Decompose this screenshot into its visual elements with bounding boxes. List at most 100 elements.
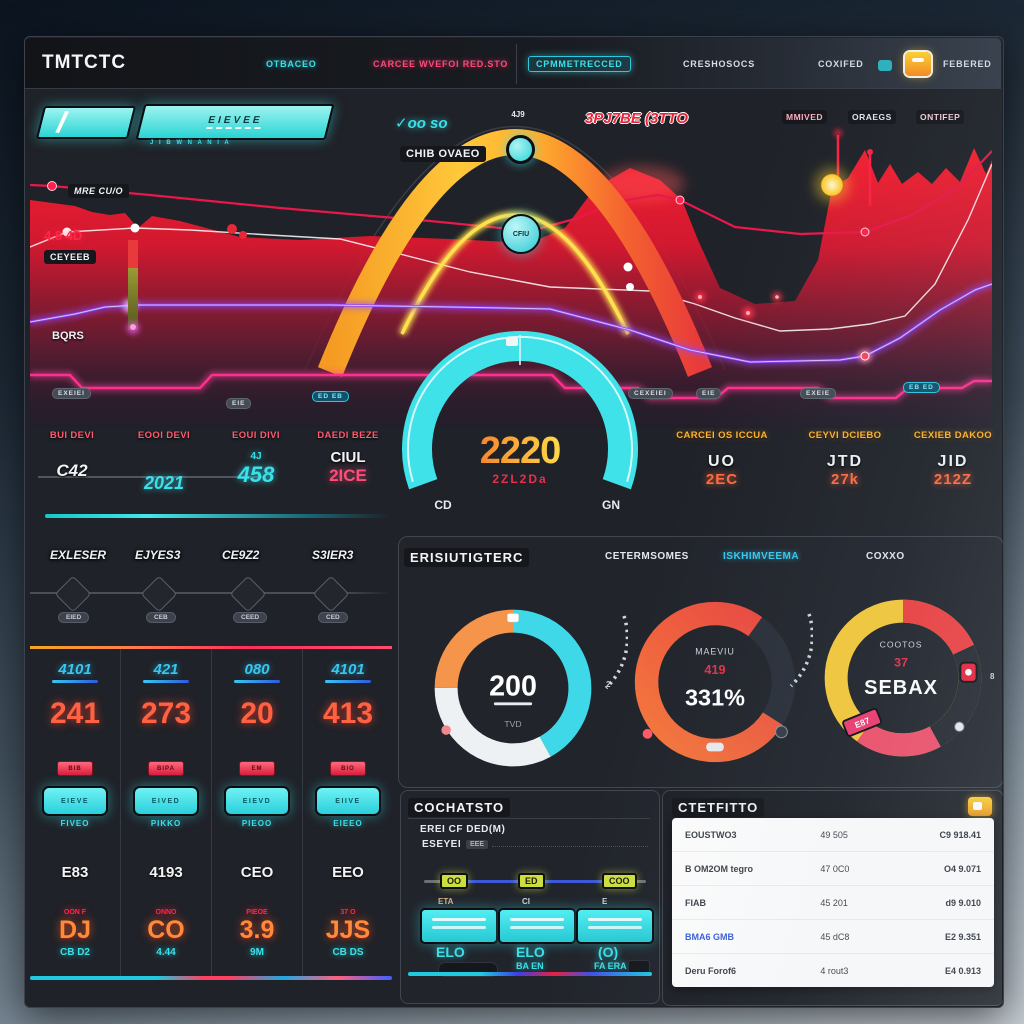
stat-card-6: CEYVI DCIEBO JTD 27k	[790, 430, 900, 488]
column-button-sub: PIKKO	[150, 819, 182, 828]
slider-handle-3[interactable]: COO	[602, 873, 637, 889]
column-mid-value: CEO	[240, 864, 274, 881]
column-action-button[interactable]: EIVED	[133, 786, 199, 816]
slider-handle-2[interactable]: ED	[518, 873, 545, 889]
controls-rule-1	[408, 818, 650, 819]
report-cell: EOUSTWO3	[685, 829, 737, 840]
crimson-line-markers	[47, 181, 870, 237]
gauge-min-tick: CD	[434, 498, 452, 512]
report-cell: 45 201	[820, 897, 848, 908]
column-header: 4101	[331, 661, 365, 678]
column-button-sub: EIEEO	[333, 819, 363, 828]
column-action-button[interactable]: EIEVD	[224, 786, 290, 816]
stat-rule	[38, 476, 262, 478]
column-bottom-value: JJS	[325, 916, 371, 944]
coin-glyph-icon	[973, 802, 982, 810]
red-metric-value: 4.8 4D	[44, 228, 83, 243]
report-cell: O4 9.071	[943, 863, 981, 874]
arc-ball-marker[interactable]: CFIU	[501, 214, 541, 254]
slider-handle-1[interactable]: OO	[440, 873, 469, 889]
donut-legend-2[interactable]: ISKHIMVEEMA	[723, 551, 800, 562]
arc-peak-marker[interactable]	[506, 135, 535, 164]
button-top-label-3: E	[602, 897, 608, 906]
nav-item-1[interactable]: OTBACEO	[266, 59, 317, 69]
column-small-label: OON F	[63, 909, 87, 916]
timeline-node-label-2: CEB	[146, 612, 176, 623]
timeline-node-label-3: CEED	[233, 612, 268, 623]
violet-line-core	[30, 283, 992, 363]
donut-outer-dot-gray	[775, 725, 788, 739]
action-button-2[interactable]	[498, 908, 576, 944]
coin-icon-button[interactable]	[968, 797, 992, 816]
report-cell: C9 918.41	[939, 829, 981, 840]
column-big-value: 273	[140, 697, 192, 730]
donut-outer-dot	[441, 725, 451, 735]
donut-outer-dot	[954, 721, 965, 732]
button-bottom-label-2: ELO	[516, 944, 545, 960]
stat-value-top: JTD	[826, 453, 864, 470]
column-bottom-value: 3.9	[239, 916, 275, 944]
nav-item-4[interactable]: CRESHOSOCS	[683, 59, 756, 69]
report-cell-link[interactable]: BMA6 GMB	[685, 931, 734, 942]
gauge-value: 2220	[480, 430, 561, 472]
column-header-underline	[52, 680, 98, 683]
donut-center-value: 331%	[685, 684, 745, 710]
action-button-1[interactable]	[420, 908, 498, 944]
nav-mini-icon[interactable]	[878, 60, 892, 71]
report-row-5: Deru Forof6 4 rout3 E4 0.913	[672, 954, 994, 987]
stat-value-top: JID	[937, 453, 969, 470]
nav-item-6[interactable]: FEBERED	[943, 59, 992, 69]
x-tick-3: ED EB	[312, 391, 349, 402]
yellow-ball-marker	[820, 173, 844, 197]
donut-legend-1[interactable]: CETERMSOMES	[605, 551, 689, 562]
app-logo: TMTCTC	[42, 52, 127, 73]
report-cell: 49 505	[820, 829, 848, 840]
report-title: CTETFITTO	[672, 798, 765, 817]
column-mid-value: 4193	[149, 864, 183, 881]
nav-divider	[516, 44, 517, 84]
gauge-top-marker	[506, 337, 518, 346]
badge-sub-label: J I B W N A N I A	[150, 140, 231, 146]
button-text-lines	[510, 918, 564, 921]
button-top-label-2: CI	[522, 897, 530, 906]
report-cell: E4 0.913	[944, 965, 981, 976]
donut-legend-3[interactable]: COXXO	[866, 551, 905, 562]
header-badge-small[interactable]	[35, 106, 137, 139]
nav-item-2[interactable]: CARCEE WVEFOI RED.STO	[373, 59, 509, 69]
header-badge-large[interactable]: EIEVEE	[135, 104, 335, 140]
column-cyan-label: CB DS	[332, 947, 364, 958]
chia-label: CHIB OVAEO	[400, 146, 486, 162]
bars-label: BQRS	[52, 330, 84, 342]
column-action-button[interactable]: EIEVE	[42, 786, 108, 816]
left-table-top-border	[30, 646, 392, 649]
action-button-3[interactable]	[576, 908, 654, 944]
nav-notification-button[interactable]	[905, 52, 931, 76]
stat-header: EOOI DEVI	[137, 430, 191, 441]
controls-rule-2	[492, 846, 648, 847]
column-mid-value: E83	[61, 864, 89, 881]
gauge-max-tick: GN	[602, 498, 620, 512]
metric-column-4: 4101 413 BIO EIIVE EIEEO EEO 37 O JJS CB…	[303, 649, 393, 979]
donut-red-badge-dot	[965, 668, 972, 676]
report-row-2: B OM2OM tegro 47 0C0 O4 9.071	[672, 852, 994, 886]
nav-item-3[interactable]: CPMMETRECCED	[528, 56, 631, 72]
stat-value-top: CIUL	[330, 449, 366, 466]
donut3-tick-label: 8	[990, 672, 995, 681]
report-row-3: FIAB 45 201 d9 9.010	[672, 886, 994, 920]
stat-value-top: 4J	[250, 451, 262, 462]
controls-row-2: ESEYEI	[422, 839, 462, 850]
dash-scale-right	[789, 613, 813, 688]
column-header: 080	[244, 661, 270, 678]
spike-alert-label: 3PJ7BE (3TTO	[585, 110, 689, 127]
donut-center-label: COOTOS	[880, 639, 923, 649]
nav-item-5[interactable]: COXIFED	[818, 59, 864, 69]
report-cell: 47 0C0	[820, 863, 850, 874]
metric-column-3: 080 20 EM EIEVD PIEOO CEO PIEOE 3.9 9M	[212, 649, 303, 979]
column-action-button[interactable]: EIIVE	[315, 786, 381, 816]
violet-marker-dot-core	[860, 351, 870, 361]
column-big-value: 241	[49, 697, 101, 730]
stat-value-bottom: 27k	[830, 471, 860, 488]
mre-annotation: MRE CU/O	[68, 184, 129, 198]
stat-card-4: DAEDI BEZE CIUL 2ICE	[302, 430, 394, 486]
stat-value: 2ICE	[329, 466, 367, 485]
